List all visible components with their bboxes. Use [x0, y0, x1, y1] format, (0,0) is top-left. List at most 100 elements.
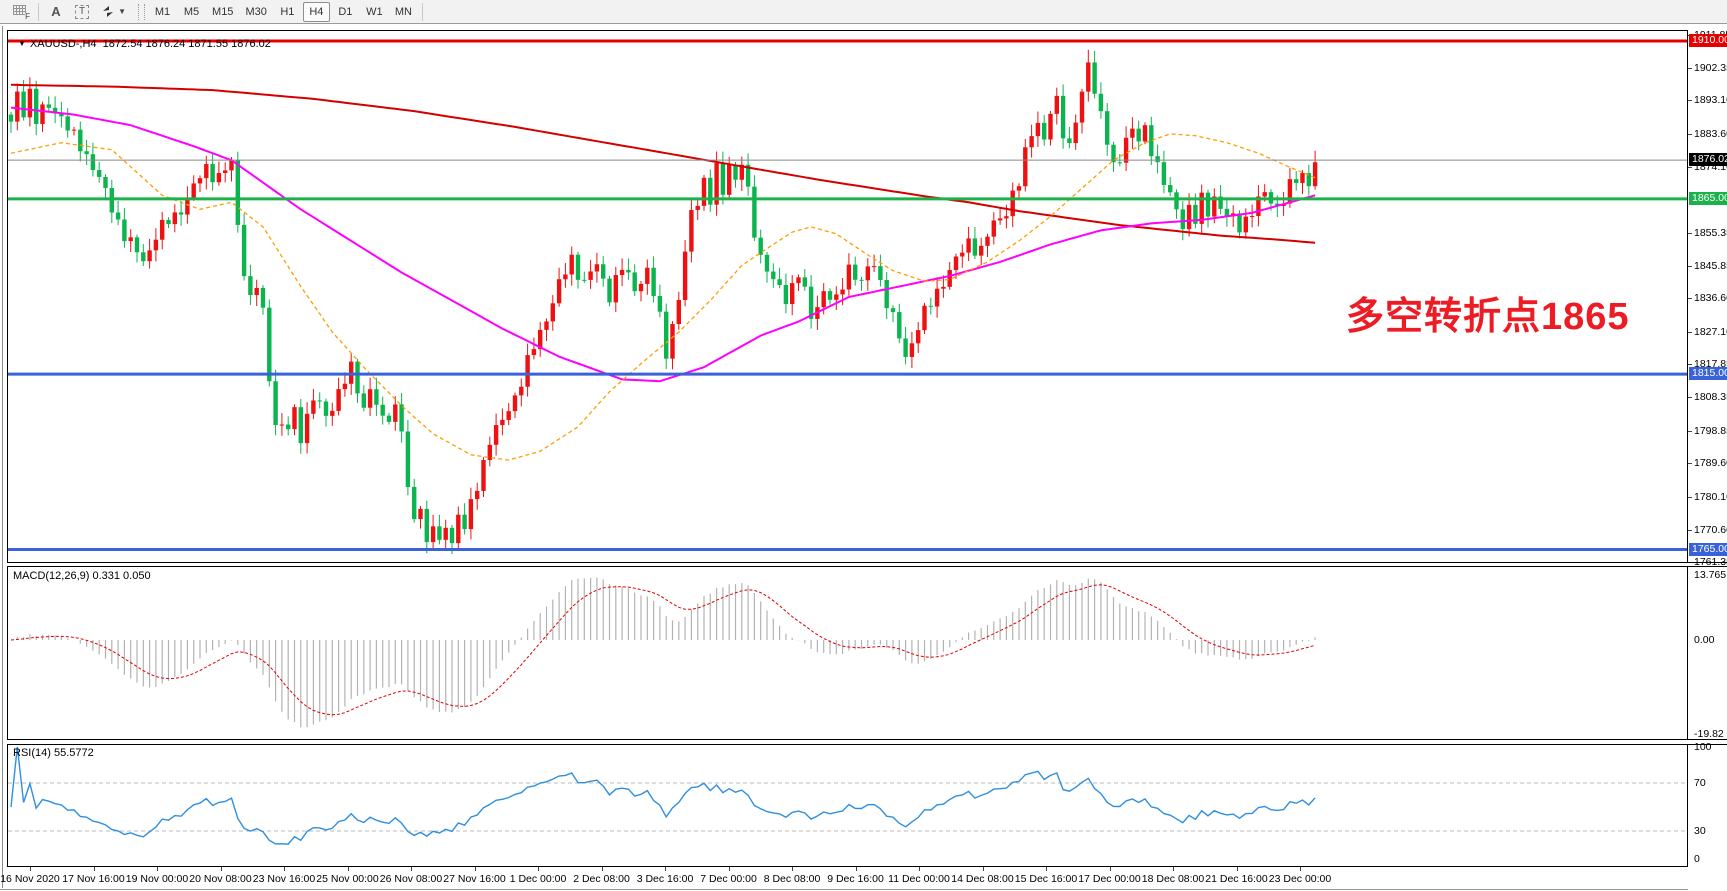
- letter-a-icon: A: [51, 4, 61, 19]
- time-tick-mark: [538, 867, 539, 871]
- timeframe-button-M1[interactable]: M1: [154, 5, 171, 18]
- macd-signal-line: [10, 584, 1316, 716]
- grid-tool-button[interactable]: F: [8, 2, 33, 22]
- chart-title[interactable]: ▼ XAUUSD-,H4 1872.54 1876.24 1871.55 1876…: [18, 38, 271, 50]
- chart-title-ohlc: 1872.54 1876.24 1871.55 1876.02: [102, 38, 271, 50]
- time-tick-label: 7 Dec 00:00: [700, 873, 757, 885]
- price-tick-label: 1808.35: [1694, 391, 1727, 404]
- text-box-tool-button[interactable]: T: [70, 2, 94, 22]
- timeframe-button-M15[interactable]: M15: [212, 5, 234, 18]
- macd-panel[interactable]: MACD(12,26,9) 0.331 0.050: [7, 566, 1688, 740]
- toolbar-drag-handle[interactable]: [138, 3, 146, 20]
- timeframe-button-M30[interactable]: M30: [245, 5, 267, 18]
- rsi-canvas[interactable]: [8, 745, 1687, 866]
- time-tick-mark: [157, 867, 158, 871]
- price-tick-label: 1770.60: [1694, 523, 1727, 536]
- time-tick-mark: [1109, 867, 1111, 871]
- price-tick-label: 1883.60: [1694, 127, 1727, 140]
- time-axis[interactable]: 16 Nov 2020 17 Nov 16:00 19 Nov 00:00 20 No…: [0, 867, 1688, 891]
- time-tick-label: 19 Nov 00:00: [125, 873, 189, 885]
- price-tick-label: 1902.35: [1694, 61, 1727, 74]
- time-tick-label: 23 Dec 00:00: [1268, 873, 1332, 885]
- macd-tick-label: -19.82: [1694, 728, 1724, 741]
- macd-tick-label: 13.765: [1694, 568, 1727, 581]
- time-tick-mark: [728, 867, 730, 871]
- chevron-down-icon[interactable]: ▼: [18, 39, 26, 48]
- chevron-down-icon: ▼: [118, 7, 127, 16]
- macd-histogram: [16, 577, 1316, 728]
- timeframe-button-H1[interactable]: H1: [280, 5, 295, 18]
- time-tick-label: 1 Dec 00:00: [509, 873, 567, 885]
- time-tick-mark: [982, 867, 984, 871]
- time-tick-label: 3 Dec 16:00: [636, 873, 694, 885]
- time-tick-mark: [919, 867, 920, 871]
- price-tick-mark: [1688, 529, 1692, 531]
- panel-separator: [1688, 566, 1727, 567]
- time-tick-label: 16 Nov 2020: [0, 873, 60, 885]
- time-tick-mark: [1236, 867, 1238, 871]
- time-tick-label: 18 Dec 08:00: [1141, 873, 1205, 885]
- rsi-tick-label: 100: [1694, 741, 1712, 753]
- toolbar-separator: [38, 2, 39, 21]
- price-tick-label: 1845.85: [1694, 259, 1727, 272]
- price-tick-mark: [1688, 100, 1692, 102]
- ma-slow: [10, 83, 1316, 244]
- time-tick-label: 23 Nov 16:00: [252, 873, 316, 885]
- time-tick-label: 27 Nov 16:00: [443, 873, 506, 885]
- price-tick-mark: [1688, 265, 1692, 267]
- time-tick-label: 17 Dec 00:00: [1078, 873, 1141, 885]
- time-tick-label: 25 Nov 00:00: [316, 873, 379, 885]
- rsi-label: RSI(14) 55.5772: [13, 747, 94, 759]
- time-tick-mark: [601, 867, 603, 871]
- time-tick-label: 26 Nov 08:00: [379, 873, 443, 885]
- time-tick-label: 17 Nov 16:00: [62, 873, 125, 885]
- timeframe-button-W1[interactable]: W1: [366, 5, 383, 18]
- timeframe-button-H4[interactable]: H4: [302, 1, 330, 22]
- price-chart-canvas[interactable]: [8, 31, 1687, 562]
- rsi-line: [10, 746, 1316, 845]
- price-badge-1765.00: 1765.00: [1689, 542, 1727, 556]
- chart-text-annotation[interactable]: 多空转折点1865: [1346, 296, 1630, 338]
- rsi-tick-label: 70: [1694, 777, 1706, 789]
- timeframe-button-group: M1 M5 M15 M30 H1 H4 D1 W1 MN: [148, 1, 418, 23]
- time-tick-label: 11 Dec 00:00: [888, 873, 950, 885]
- time-tick-mark: [220, 867, 222, 871]
- price-badge-1865.00: 1865.00: [1689, 191, 1727, 205]
- price-tick-mark: [1688, 364, 1692, 366]
- timeframe-button-MN[interactable]: MN: [394, 5, 412, 18]
- text-label-tool-button[interactable]: A: [44, 2, 68, 22]
- price-chart-panel[interactable]: ▼ XAUUSD-,H4 1872.54 1876.24 1871.55 1876…: [7, 30, 1688, 563]
- price-tick-mark: [1688, 166, 1692, 168]
- price-tick-mark: [1688, 133, 1692, 135]
- price-tick-label: 1855.35: [1694, 226, 1727, 239]
- grid-icon: F: [13, 5, 30, 21]
- macd-label: MACD(12,26,9) 0.331 0.050: [13, 570, 151, 582]
- price-tick-mark: [1688, 331, 1692, 333]
- toolbar: F A T ▼ M1 M5 M15 M30 H1 H4 D1 W1 MN: [0, 0, 1727, 24]
- rsi-tick-label: 0: [1694, 853, 1700, 865]
- timeframe-button-M5[interactable]: M5: [183, 5, 200, 18]
- price-axis[interactable]: 1911.851902.351893.101883.601874.101855.…: [1688, 24, 1727, 891]
- macd-canvas[interactable]: [8, 567, 1687, 739]
- rsi-panel[interactable]: RSI(14) 55.5772: [7, 744, 1688, 867]
- price-tick-mark: [1688, 496, 1692, 498]
- time-tick-label: 20 Nov 08:00: [189, 873, 252, 885]
- time-tick-label: 2 Dec 08:00: [573, 873, 630, 885]
- chart-title-symbol: XAUUSD-,H4: [29, 38, 97, 50]
- chart-window: ▼ XAUUSD-,H4 1872.54 1876.24 1871.55 1876…: [0, 24, 1727, 891]
- time-tick-mark: [665, 867, 666, 871]
- panel-separator: [1688, 562, 1727, 563]
- price-badge-1876.02: 1876.02: [1689, 153, 1727, 167]
- arrows-tool-button[interactable]: ▼: [96, 2, 131, 22]
- time-tick-mark: [1300, 867, 1301, 871]
- timeframe-button-D1[interactable]: D1: [338, 5, 353, 18]
- price-tick-mark: [1688, 397, 1692, 399]
- time-tick-label: 8 Dec 08:00: [763, 873, 821, 885]
- price-badge-1910.00: 1910.00: [1689, 34, 1727, 47]
- price-tick-mark: [1688, 463, 1692, 465]
- panel-separator: [1688, 744, 1727, 745]
- time-tick-label: 14 Dec 08:00: [951, 873, 1014, 885]
- price-tick-mark: [1688, 232, 1692, 234]
- time-tick-label: 21 Dec 16:00: [1205, 873, 1268, 885]
- price-badge-1815.00: 1815.00: [1689, 367, 1727, 381]
